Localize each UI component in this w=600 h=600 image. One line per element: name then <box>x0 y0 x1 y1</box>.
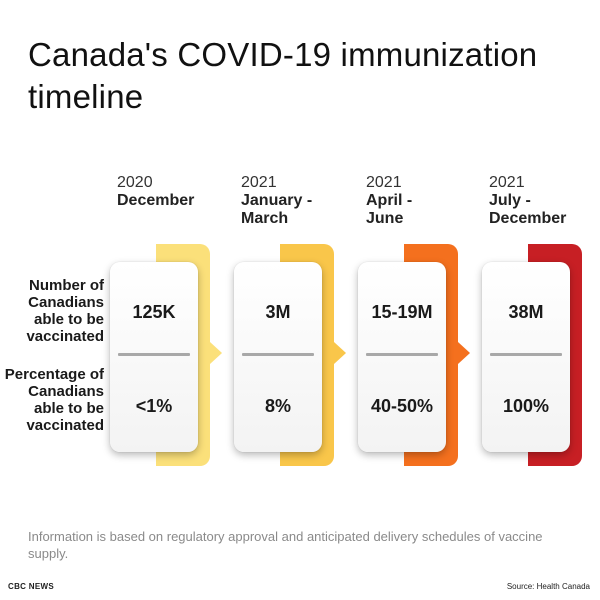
number-value: 125K <box>132 302 176 322</box>
period-range: April - June <box>366 192 413 227</box>
period-range: December <box>117 192 195 209</box>
card-divider <box>242 353 314 356</box>
card-divider <box>366 353 438 356</box>
row-label-percentage: Percentage of Canadians able to be vacci… <box>4 366 104 434</box>
timeline-arrow-2 <box>334 342 346 364</box>
card-divider <box>118 353 190 356</box>
period-header-2: 2021 January - March <box>241 174 361 228</box>
period-range: January - March <box>241 192 313 227</box>
source-label: Source: Health Canada <box>506 582 590 591</box>
number-value: 3M <box>265 302 291 322</box>
number-value: 38M <box>508 302 544 322</box>
publisher-label: CBC NEWS <box>8 582 54 591</box>
period-range: July - December <box>489 192 567 227</box>
period-card-4: 38M 100% <box>482 262 570 452</box>
period-card-1: 125K <1% <box>110 262 198 452</box>
percentage-value: 8% <box>264 396 291 416</box>
footnote: Information is based on regulatory appro… <box>28 529 543 561</box>
period-header-1: 2020 December <box>117 174 237 210</box>
period-header-3: 2021 April - June <box>366 174 486 228</box>
period-header-4: 2021 July - December <box>489 174 600 228</box>
timeline-arrow-1 <box>210 342 222 364</box>
period-card-3: 15-19M 40-50% <box>358 262 446 452</box>
card-divider <box>490 353 562 356</box>
period-card-2: 3M 8% <box>234 262 322 452</box>
period-year: 2021 <box>489 174 525 191</box>
period-year: 2021 <box>366 174 402 191</box>
period-year: 2020 <box>117 174 153 191</box>
row-label-number: Number of Canadians able to be vaccinate… <box>26 277 104 345</box>
number-value: 15-19M <box>371 302 433 322</box>
percentage-value: 100% <box>502 396 550 416</box>
percentage-value: 40-50% <box>370 396 434 416</box>
page-title: Canada's COVID-19 immunization timeline <box>28 36 538 115</box>
period-year: 2021 <box>241 174 277 191</box>
percentage-value: <1% <box>135 396 173 416</box>
timeline-arrow-3 <box>458 342 470 364</box>
